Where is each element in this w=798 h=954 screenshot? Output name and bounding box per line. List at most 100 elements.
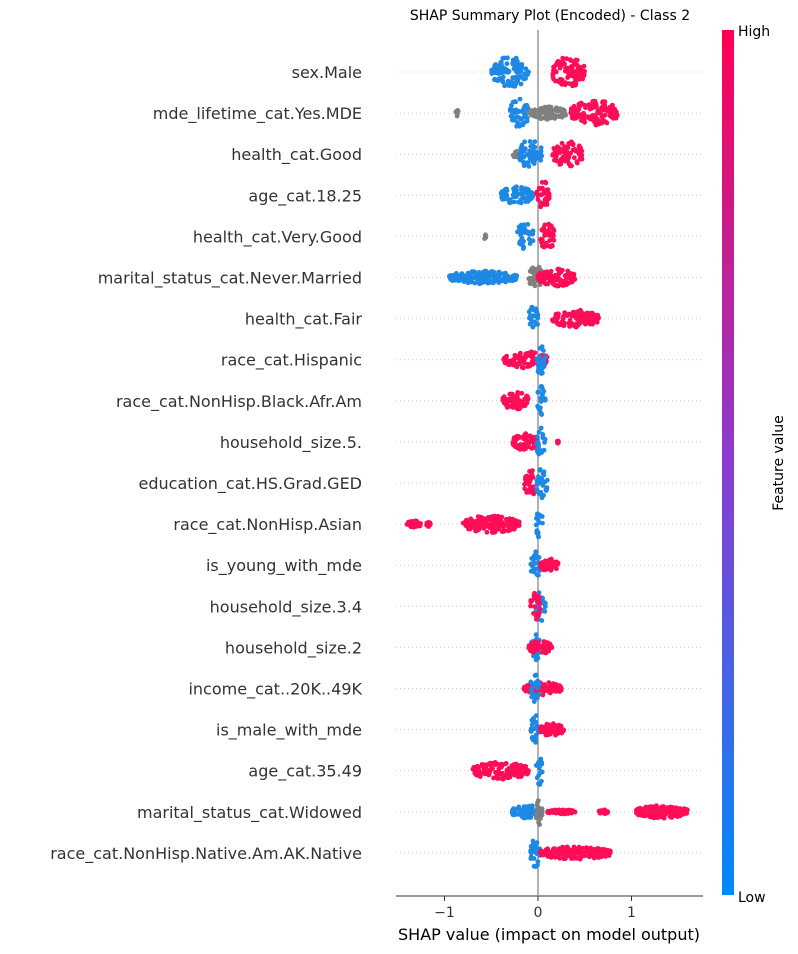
shap-point bbox=[523, 76, 528, 81]
shap-point bbox=[511, 442, 516, 447]
shap-point bbox=[514, 59, 520, 65]
shap-point bbox=[590, 99, 596, 104]
shap-point bbox=[511, 767, 516, 773]
shap-point bbox=[550, 724, 555, 729]
shap-point bbox=[540, 432, 546, 437]
shap-point bbox=[540, 243, 545, 249]
shap-point bbox=[504, 403, 509, 408]
shap-point bbox=[539, 806, 545, 812]
shap-point bbox=[524, 105, 530, 111]
shap-point bbox=[536, 429, 542, 435]
shap-point bbox=[543, 650, 549, 656]
shap-point bbox=[515, 391, 520, 396]
shap-point bbox=[597, 108, 602, 113]
shap-point bbox=[538, 272, 544, 278]
shap-point bbox=[531, 559, 537, 565]
shap-point bbox=[541, 388, 547, 394]
shap-point bbox=[661, 815, 667, 821]
shap-point bbox=[600, 99, 606, 105]
shap-point bbox=[503, 517, 509, 522]
shap-point bbox=[528, 599, 534, 604]
shap-point bbox=[565, 847, 571, 852]
shap-point bbox=[585, 310, 591, 316]
shap-point bbox=[536, 820, 541, 825]
shap-point bbox=[538, 153, 543, 159]
shap-point bbox=[517, 96, 523, 102]
shap-point bbox=[599, 120, 605, 126]
shap-point bbox=[590, 850, 595, 856]
shap-point bbox=[541, 357, 547, 363]
shap-point bbox=[571, 277, 576, 283]
shap-point bbox=[465, 279, 470, 285]
shap-point bbox=[539, 412, 545, 417]
shap-point bbox=[536, 265, 542, 271]
shap-point bbox=[495, 769, 501, 775]
shap-point bbox=[580, 851, 586, 856]
shap-point bbox=[461, 279, 467, 284]
shap-point bbox=[487, 525, 492, 531]
shap-point bbox=[528, 848, 533, 854]
shap-point bbox=[586, 114, 591, 120]
shap-point bbox=[604, 120, 610, 126]
shap-point bbox=[541, 469, 547, 475]
shap-point bbox=[542, 280, 548, 286]
shap-point bbox=[525, 222, 531, 227]
shap-point bbox=[536, 277, 541, 282]
shap-point bbox=[573, 57, 579, 63]
shap-point bbox=[488, 761, 493, 766]
shap-point bbox=[530, 838, 536, 844]
shap-point bbox=[515, 445, 520, 451]
shap-point bbox=[536, 534, 541, 540]
shap-point bbox=[556, 440, 561, 445]
shap-point bbox=[534, 802, 540, 808]
shap-point bbox=[535, 514, 540, 519]
shap-point bbox=[553, 685, 558, 691]
shap-point bbox=[526, 489, 532, 495]
shap-point bbox=[515, 65, 520, 71]
shap-point bbox=[541, 188, 547, 194]
shap-point bbox=[530, 362, 535, 367]
colorbar-low-label: Low bbox=[738, 890, 766, 906]
shap-point bbox=[544, 485, 550, 490]
shap-point bbox=[527, 469, 532, 474]
shap-point bbox=[541, 562, 547, 568]
shap-point bbox=[546, 646, 552, 652]
shap-point bbox=[492, 513, 498, 519]
shap-point bbox=[547, 224, 553, 230]
shap-point bbox=[535, 434, 540, 440]
shap-point bbox=[510, 83, 516, 89]
feature-label: mde_lifetime_cat.Yes.MDE bbox=[153, 104, 362, 124]
shap-point bbox=[534, 775, 540, 781]
shap-point bbox=[541, 479, 547, 485]
shap-point bbox=[515, 120, 520, 125]
x-axis-ticks: −1 0 1 bbox=[434, 896, 636, 921]
shap-point bbox=[485, 516, 490, 522]
shap-point bbox=[417, 523, 423, 529]
shap-point bbox=[518, 232, 524, 238]
shap-point bbox=[531, 161, 537, 166]
shap-point bbox=[535, 197, 541, 202]
shap-point bbox=[533, 657, 539, 663]
shap-point bbox=[544, 202, 550, 207]
shap-point bbox=[486, 770, 492, 775]
shap-point bbox=[551, 237, 557, 243]
shap-point bbox=[518, 200, 524, 206]
feature-label: marital_status_cat.Never.Married bbox=[98, 269, 362, 289]
shap-point bbox=[528, 726, 534, 732]
x-axis-label: SHAP value (impact on model output) bbox=[398, 925, 700, 944]
shap-point bbox=[570, 310, 576, 316]
shap-point bbox=[581, 63, 587, 69]
shap-point bbox=[495, 776, 501, 781]
shap-point bbox=[551, 318, 556, 324]
shap-point bbox=[559, 158, 564, 163]
shap-point bbox=[645, 805, 651, 811]
shap-point bbox=[575, 66, 581, 71]
shap-point bbox=[571, 62, 576, 68]
shap-point bbox=[553, 78, 558, 84]
shap-point bbox=[518, 81, 524, 87]
shap-point bbox=[521, 686, 527, 691]
shap-point bbox=[550, 809, 555, 815]
shap-point bbox=[528, 307, 534, 313]
shap-point bbox=[474, 772, 480, 778]
shap-point bbox=[491, 273, 497, 279]
